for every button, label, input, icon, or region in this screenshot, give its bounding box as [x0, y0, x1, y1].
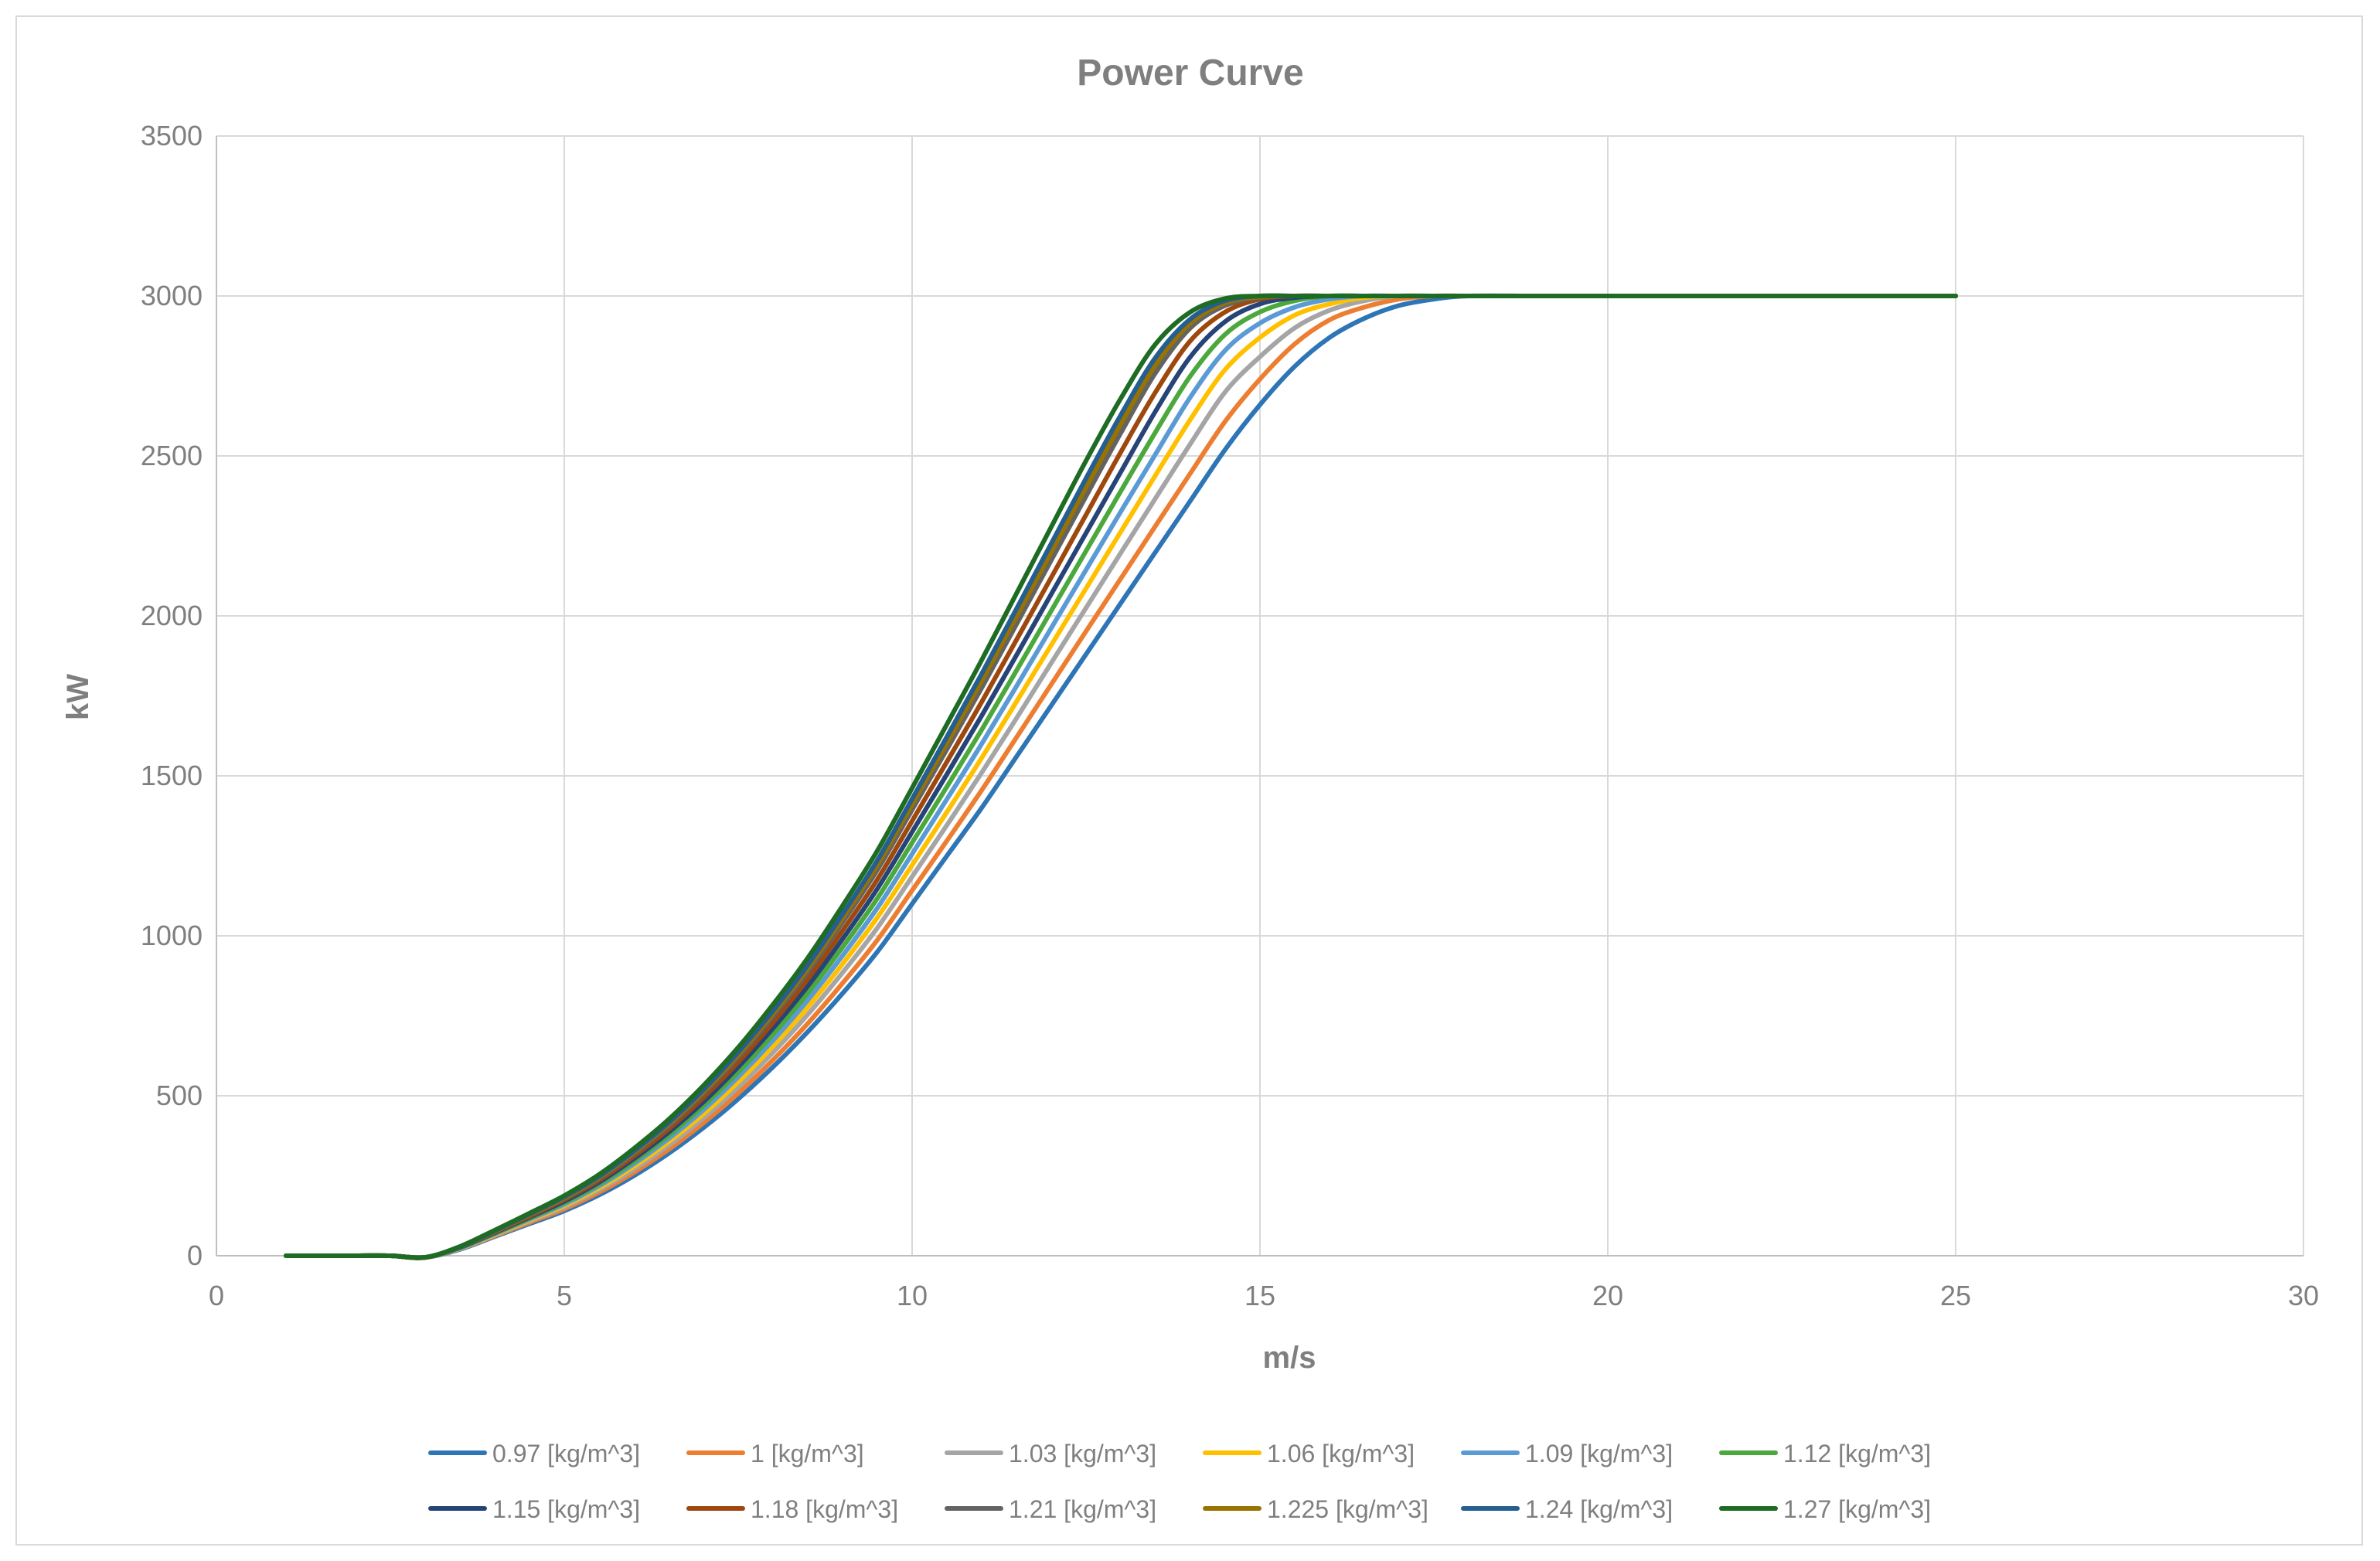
- series-line-10: [284, 293, 1958, 1260]
- x-tick-label: 10: [897, 1280, 928, 1311]
- legend-item: 1.18 [kg/m^3]: [686, 1495, 898, 1523]
- legend-label: 1.06 [kg/m^3]: [1267, 1440, 1415, 1467]
- x-tick-label: 0: [209, 1280, 224, 1311]
- legend-label: 1 [kg/m^3]: [751, 1440, 864, 1467]
- series-lines: [284, 293, 1958, 1260]
- legend-label: 1.09 [kg/m^3]: [1525, 1440, 1673, 1467]
- legend-item: 1 [kg/m^3]: [686, 1440, 864, 1467]
- y-tick-label: 1500: [141, 760, 203, 791]
- x-axis-title: m/s: [1263, 1341, 1316, 1375]
- legend: 0.97 [kg/m^3] 1 [kg/m^3] 1.03 [kg/m^3] 1.06…: [428, 1440, 1931, 1523]
- legend-label: 1.27 [kg/m^3]: [1783, 1495, 1931, 1523]
- legend-label: 1.03 [kg/m^3]: [1009, 1440, 1156, 1467]
- legend-item: 0.97 [kg/m^3]: [428, 1440, 640, 1467]
- series-line-6: [284, 293, 1958, 1260]
- legend-label: 0.97 [kg/m^3]: [492, 1440, 640, 1467]
- legend-label: 1.15 [kg/m^3]: [492, 1495, 640, 1523]
- x-tick-label: 25: [1940, 1280, 1971, 1311]
- y-axis-title: kW: [61, 674, 95, 720]
- legend-label: 1.12 [kg/m^3]: [1783, 1440, 1931, 1467]
- y-tick-label: 2500: [141, 440, 203, 471]
- y-tick-label: 3000: [141, 280, 203, 311]
- chart-title: Power Curve: [1077, 53, 1303, 94]
- legend-item: 1.21 [kg/m^3]: [945, 1495, 1156, 1523]
- series-line-2: [284, 293, 1958, 1260]
- y-tick-label: 3500: [141, 120, 203, 151]
- legend-item: 1.27 [kg/m^3]: [1719, 1495, 1931, 1523]
- series-line-8: [284, 293, 1958, 1260]
- power-curve-chart: Power Curve 0 500 1000 1500 2000 2500 3000 3500…: [61, 53, 2319, 1523]
- legend-item: 1.12 [kg/m^3]: [1719, 1440, 1931, 1467]
- legend-label: 1.18 [kg/m^3]: [751, 1495, 898, 1523]
- legend-label: 1.225 [kg/m^3]: [1267, 1495, 1428, 1523]
- legend-label: 1.24 [kg/m^3]: [1525, 1495, 1673, 1523]
- series-line-7: [284, 293, 1958, 1260]
- x-tick-label: 30: [2288, 1280, 2319, 1311]
- series-line-4: [284, 293, 1958, 1260]
- y-tick-label: 1000: [141, 920, 203, 951]
- x-tick-label: 15: [1244, 1280, 1275, 1311]
- legend-item: 1.03 [kg/m^3]: [945, 1440, 1156, 1467]
- legend-item: 1.225 [kg/m^3]: [1203, 1495, 1428, 1523]
- y-tick-label: 500: [156, 1080, 203, 1111]
- legend-item: 1.09 [kg/m^3]: [1461, 1440, 1673, 1467]
- legend-item: 1.15 [kg/m^3]: [428, 1495, 640, 1523]
- series-line-1: [284, 293, 1958, 1260]
- legend-item: 1.06 [kg/m^3]: [1203, 1440, 1415, 1467]
- series-line-9: [284, 293, 1958, 1260]
- series-line-12: [284, 293, 1958, 1260]
- axes: [216, 136, 2303, 1257]
- series-line-5: [284, 293, 1958, 1260]
- legend-label: 1.21 [kg/m^3]: [1009, 1495, 1156, 1523]
- series-line-3: [284, 293, 1958, 1260]
- y-tick-label: 2000: [141, 600, 203, 631]
- x-tick-label: 5: [557, 1280, 572, 1311]
- legend-item: 1.24 [kg/m^3]: [1461, 1495, 1673, 1523]
- x-tick-label: 20: [1592, 1280, 1623, 1311]
- tick-labels: 0 500 1000 1500 2000 2500 3000 3500 0 5 10 15 20 25 30: [141, 120, 2319, 1311]
- y-tick-label: 0: [187, 1240, 203, 1271]
- chart-frame: Power Curve 0 500 1000 1500 2000 2500 3000 3500…: [15, 15, 2363, 1546]
- series-line-11: [284, 293, 1958, 1260]
